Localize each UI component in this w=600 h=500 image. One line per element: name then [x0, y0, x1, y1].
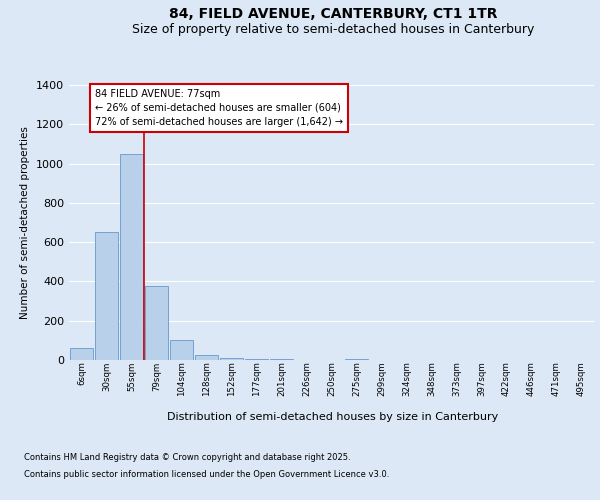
Text: 84 FIELD AVENUE: 77sqm
← 26% of semi-detached houses are smaller (604)
72% of se: 84 FIELD AVENUE: 77sqm ← 26% of semi-det… [95, 89, 343, 127]
Bar [70, 348, 94, 360]
Bar [145, 286, 169, 360]
Text: 84, FIELD AVENUE, CANTERBURY, CT1 1TR: 84, FIELD AVENUE, CANTERBURY, CT1 1TR [169, 8, 497, 22]
Bar [269, 359, 293, 360]
Bar [344, 359, 368, 360]
Bar [95, 232, 118, 360]
Text: Distribution of semi-detached houses by size in Canterbury: Distribution of semi-detached houses by … [167, 412, 499, 422]
Bar [220, 358, 244, 360]
Bar [170, 340, 193, 360]
Text: Contains public sector information licensed under the Open Government Licence v3: Contains public sector information licen… [24, 470, 389, 479]
Y-axis label: Number of semi-detached properties: Number of semi-detached properties [20, 126, 31, 319]
Bar [245, 359, 268, 360]
Bar [119, 154, 143, 360]
Text: Contains HM Land Registry data © Crown copyright and database right 2025.: Contains HM Land Registry data © Crown c… [24, 452, 350, 462]
Text: Size of property relative to semi-detached houses in Canterbury: Size of property relative to semi-detach… [132, 22, 534, 36]
Bar [194, 355, 218, 360]
